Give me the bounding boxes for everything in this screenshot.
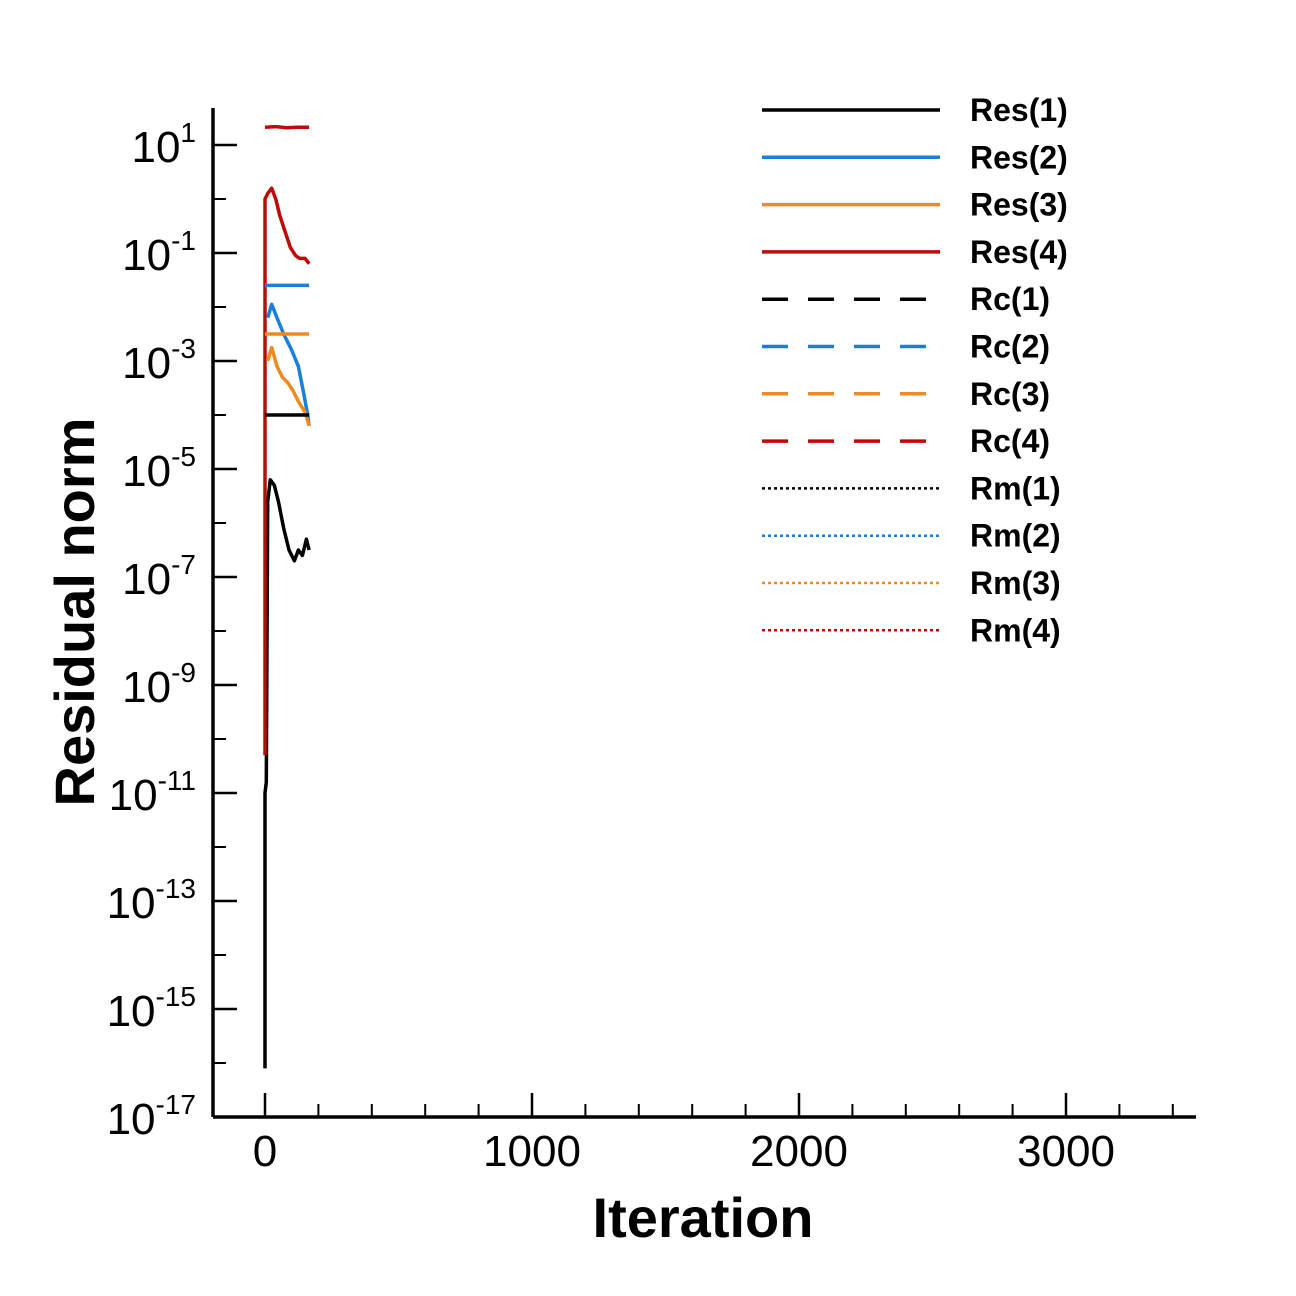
y-tick-label: 10-3 bbox=[122, 333, 196, 388]
series-line-res1 bbox=[263, 478, 311, 1069]
legend-label: Rc(4) bbox=[970, 423, 1050, 459]
legend-label: Rc(3) bbox=[970, 376, 1050, 412]
y-tick-label: 101 bbox=[131, 117, 196, 172]
y-tick-label: 10-1 bbox=[122, 225, 196, 280]
legend-label: Res(3) bbox=[970, 187, 1068, 223]
legend-label: Rm(1) bbox=[970, 470, 1061, 506]
legend-label: Rm(4) bbox=[970, 612, 1061, 648]
legend-label: Res(1) bbox=[970, 92, 1068, 128]
y-tick-label: 10-15 bbox=[107, 981, 196, 1036]
y-tick-label: 10-5 bbox=[122, 441, 196, 496]
series-line-res3 bbox=[266, 345, 311, 427]
y-tick-label: 10-17 bbox=[107, 1089, 196, 1144]
x-tick-label: 1000 bbox=[483, 1127, 581, 1176]
x-tick-label: 3000 bbox=[1017, 1127, 1115, 1176]
y-axis-title: Residual norm bbox=[43, 418, 106, 807]
x-axis-title: Iteration bbox=[593, 1186, 814, 1249]
series-line-res2 bbox=[266, 302, 311, 427]
legend-label: Res(4) bbox=[970, 234, 1068, 270]
legend-label: Rm(3) bbox=[970, 565, 1061, 601]
series-layer bbox=[263, 124, 311, 1069]
legend-label: Rm(2) bbox=[970, 518, 1061, 554]
legend-label: Res(2) bbox=[970, 139, 1068, 175]
y-tick-label: 10-11 bbox=[109, 765, 196, 820]
x-ticks: 0 1000 2000 3000 bbox=[253, 1093, 1174, 1176]
x-tick-label: 2000 bbox=[750, 1127, 848, 1176]
series-line-rc4 bbox=[264, 124, 310, 130]
series-line-res4 bbox=[263, 186, 311, 756]
y-tick-label: 10-13 bbox=[107, 873, 196, 928]
legend-label: Rc(2) bbox=[970, 329, 1050, 365]
y-tick-label: 10-7 bbox=[122, 549, 196, 604]
x-tick-label: 0 bbox=[253, 1127, 277, 1176]
legend-label: Rc(1) bbox=[970, 281, 1050, 317]
legend: Res(1) Res(2) Res(3) Res(4) Rc(1) Rc(2) Rc(3) R… bbox=[762, 92, 1068, 648]
y-ticks: 101 10-1 10-3 10-5 10-7 10-9 10-11 10-13 10-15 10… bbox=[107, 117, 237, 1144]
axes: 0 1000 2000 3000 101 10-1 10-3 10-5 10-7 10-9 10-… bbox=[107, 108, 1196, 1176]
y-tick-label: 10-9 bbox=[122, 657, 196, 712]
